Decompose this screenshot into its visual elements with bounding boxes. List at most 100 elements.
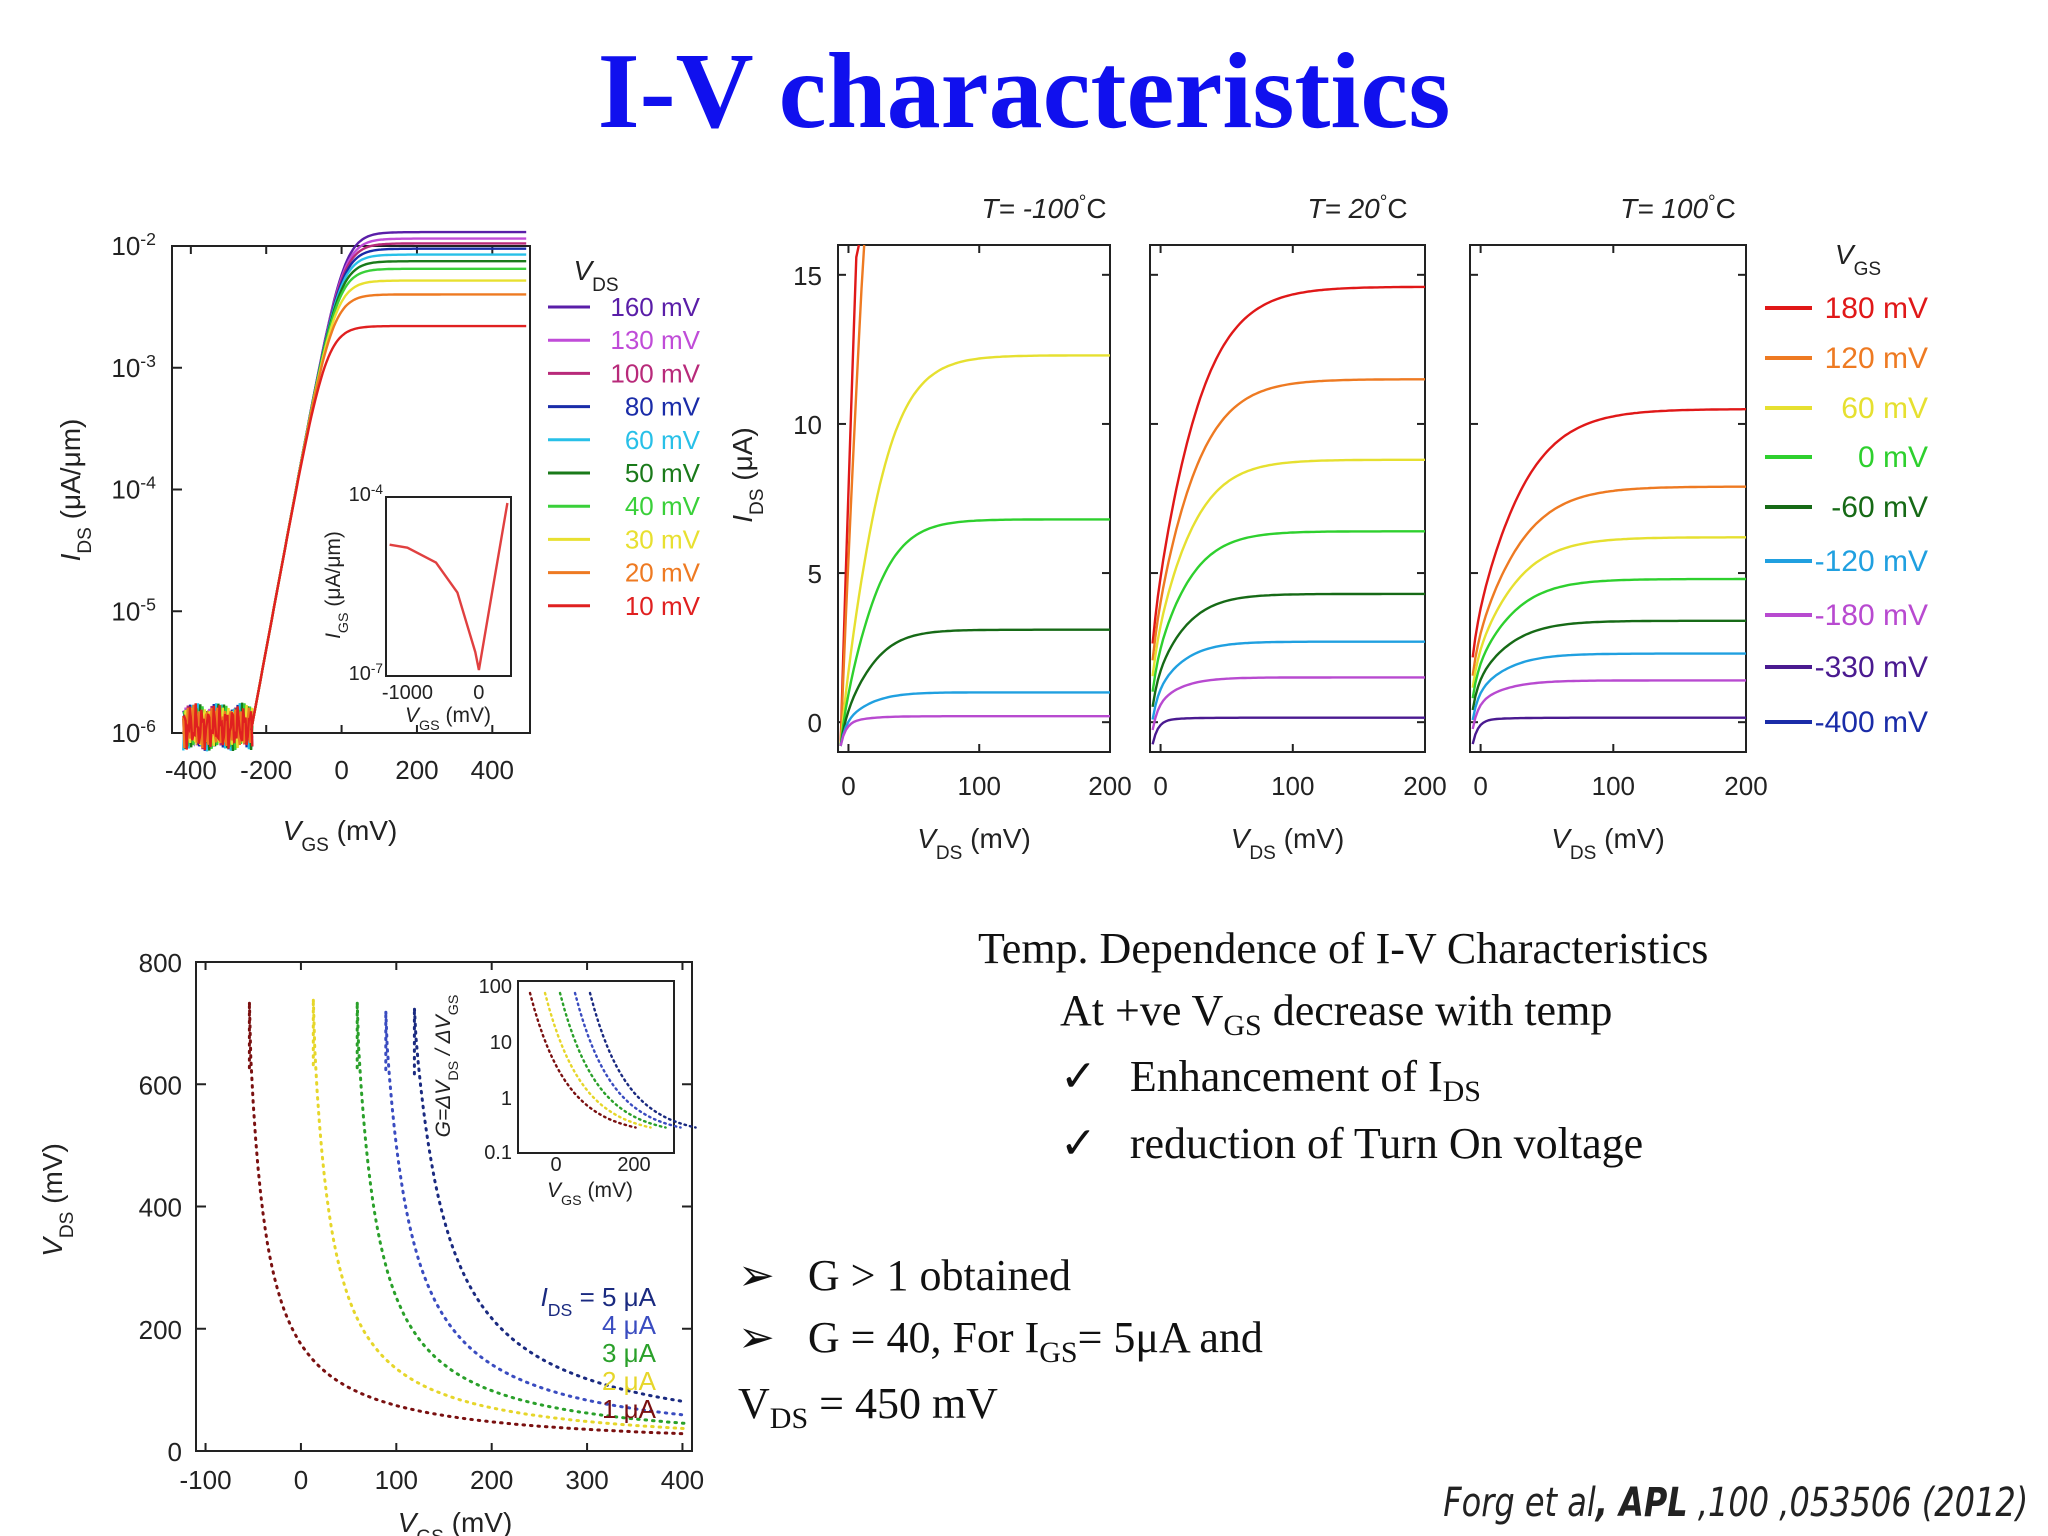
output-curve: [1151, 716, 1425, 745]
legend-label: 20 mV: [625, 558, 701, 588]
output-curve: [1471, 408, 1746, 658]
y-tick-label: 0: [168, 1437, 182, 1467]
output-curve: [1151, 676, 1425, 731]
transfer-curve: [249, 260, 527, 731]
inset-y-label: IGS (μA/μm): [322, 531, 352, 639]
legend-label: -330 mV: [1815, 651, 1928, 684]
x-tick-label: 0: [334, 755, 348, 785]
inset-series: [543, 991, 652, 1129]
legend-label: IDS = 5 μA: [541, 1282, 657, 1320]
transfer-chart: -400 -200 0 200 400 10-2 10-3 10-4 10-5 10-6 VGS (…: [55, 229, 701, 856]
inset-x-label: VGS (mV): [547, 1179, 633, 1209]
inset-x-tick: 0: [550, 1154, 561, 1176]
output-frame: [837, 244, 1111, 753]
legend-label: 4 μA: [602, 1310, 657, 1340]
inset-frame: [517, 980, 675, 1154]
legend-label: 0 mV: [1858, 441, 1928, 474]
x-tick-label: 100: [375, 1465, 418, 1495]
y-tick-label: 5: [808, 559, 822, 589]
output-curve: [1471, 536, 1746, 688]
legend-label: 3 μA: [602, 1338, 657, 1368]
y-tick-label: 10-4: [111, 473, 156, 505]
inset-x-tick: -1000: [382, 682, 433, 704]
legend-label: -120 mV: [1815, 545, 1928, 578]
arrow-bullet-icon: ➢: [738, 1312, 775, 1362]
temp-heading: Temp. Dependence of I-V Characteristics: [978, 924, 1709, 973]
slide-title: I-V characteristics: [597, 32, 1451, 151]
output-frame: [1469, 244, 1747, 753]
inset-y-tick: 100: [479, 976, 512, 998]
vds-vgs-chart: -10001002003004000200400600800VGS (mV)VD…: [37, 948, 704, 1536]
legend-title: VDS: [573, 255, 618, 296]
legend-label: 10 mV: [625, 591, 701, 621]
y-tick-label: 10-2: [111, 229, 156, 261]
x-axis-label: VDS (mV): [1231, 823, 1345, 864]
panel-title: T= -100°C: [981, 192, 1106, 225]
output-curve: [1471, 716, 1746, 745]
output-curve: [1471, 619, 1746, 711]
vds-series: [384, 1010, 687, 1417]
output-curve: [1471, 652, 1746, 721]
panel-title: T= 20°C: [1307, 192, 1407, 225]
x-tick-label: -400: [165, 755, 217, 785]
y-tick-label: 600: [139, 1070, 182, 1100]
bullet-g-gt-1: ➢ G > 1 obtained: [738, 1251, 1071, 1300]
transfer-curve: [249, 267, 527, 731]
legend-label: -400 mV: [1815, 706, 1928, 739]
panel-title: T= 100°C: [1620, 192, 1736, 225]
inset-y-tick: 10: [490, 1032, 512, 1054]
output-curve: [1151, 592, 1425, 708]
x-tick-label: 400: [471, 755, 514, 785]
output-curve: [1151, 285, 1425, 644]
transfer-curve: [249, 242, 527, 731]
output-curve: [1151, 378, 1425, 661]
y-tick-label: 10-5: [111, 594, 156, 626]
y-tick-label: 200: [139, 1315, 182, 1345]
output-curve: [1151, 458, 1425, 677]
output-curve: [839, 518, 1110, 747]
inset-y-tick: 10-4: [349, 482, 384, 507]
output-curve: [1151, 530, 1425, 692]
citation: Forg et al, APL ,100 ,053506 (2012): [1443, 1480, 2028, 1526]
x-tick-label: 0: [841, 771, 855, 801]
output-curve: [839, 691, 1110, 747]
check-item-enhancement: ✓ Enhancement of IDS: [1060, 1052, 1481, 1109]
legend-title: VGS: [1835, 239, 1881, 280]
output-panel: 0 100 200 T= -100°C VDS (mV): [837, 192, 1132, 864]
legend-label: 40 mV: [625, 491, 701, 521]
legend-label: 100 mV: [610, 358, 700, 388]
inset-y-label: G=ΔVDS / ΔVGS: [432, 995, 462, 1138]
inset-y-tick: 10-7: [349, 661, 383, 686]
transfer-curve: [249, 230, 527, 731]
y-tick-label: 0: [808, 708, 822, 738]
output-curve: [1151, 640, 1425, 720]
y-tick-label: 10: [793, 410, 822, 440]
inset-series: [528, 991, 637, 1129]
x-tick-label: 100: [1271, 771, 1314, 801]
bullet-g-40: ➢ G = 40, For IGS= 5μA and: [738, 1312, 1263, 1369]
legend-label: 60 mV: [625, 425, 701, 455]
x-tick-label: 200: [470, 1465, 513, 1495]
inset-series: [573, 991, 682, 1129]
gain-bullets: ➢ G > 1 obtained ➢ G = 40, For IGS= 5μA …: [738, 1245, 1263, 1440]
inset-frame: [385, 496, 512, 677]
output-panel: 0 100 200 T= 20°C VDS (mV): [1149, 192, 1447, 864]
inset-x-label: VGS (mV): [405, 704, 491, 734]
x-axis-label: VDS (mV): [1551, 823, 1665, 864]
inset-series: [588, 991, 697, 1129]
x-tick-label: 0: [1153, 771, 1167, 801]
legend-label: 120 mV: [1825, 342, 1928, 375]
legend-label: 1 μA: [602, 1394, 657, 1424]
vds-series: [311, 998, 689, 1431]
y-tick-label: 15: [793, 261, 822, 291]
bullet-vds: VDS = 450 mV: [738, 1379, 998, 1436]
temp-dependence-text: Temp. Dependence of I-V Characteristics …: [978, 918, 1708, 1175]
x-tick-label: 100: [1592, 771, 1635, 801]
inset-y-tick: 0.1: [484, 1142, 512, 1164]
output-curve: [1471, 577, 1746, 699]
transfer-curve: [249, 237, 527, 731]
inset-x-tick: 200: [617, 1154, 650, 1176]
legend-label: -180 mV: [1815, 599, 1928, 632]
